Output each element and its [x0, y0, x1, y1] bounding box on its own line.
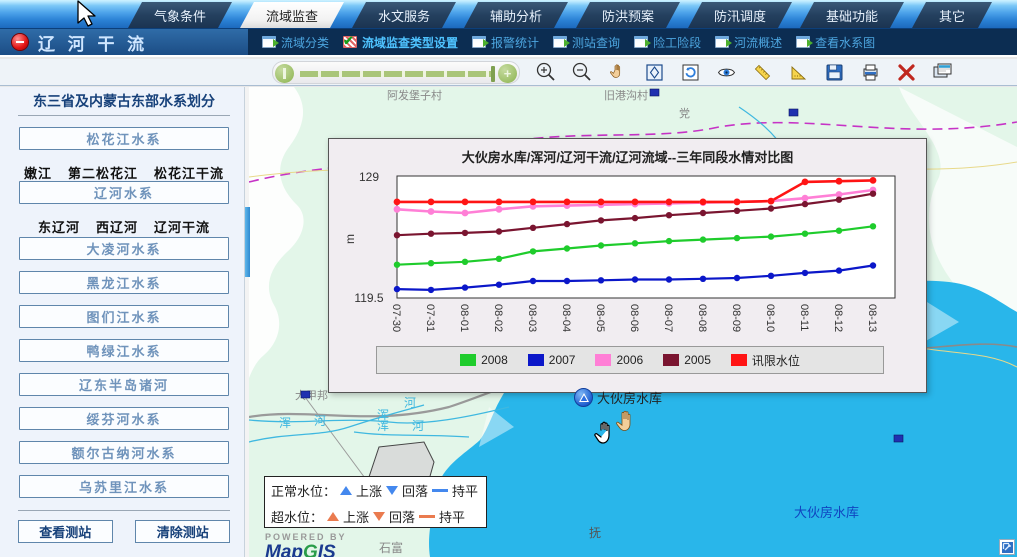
svg-text:大伙房水库: 大伙房水库: [794, 505, 859, 520]
svg-text:抚: 抚: [589, 526, 601, 540]
svg-text:河: 河: [314, 414, 326, 428]
svg-text:08-10: 08-10: [764, 304, 776, 332]
svg-text:08-06: 08-06: [628, 304, 640, 332]
svg-text:08-07: 08-07: [662, 304, 674, 332]
svg-text:阿发堡子村: 阿发堡子村: [387, 88, 442, 102]
svg-text:08-03: 08-03: [526, 304, 538, 332]
svg-text:河: 河: [412, 419, 424, 433]
svg-text:浑: 浑: [279, 416, 291, 430]
svg-text:08-01: 08-01: [458, 304, 470, 332]
svg-text:大甲邦: 大甲邦: [295, 388, 328, 402]
svg-text:08-11: 08-11: [798, 304, 810, 331]
svg-text:08-12: 08-12: [832, 304, 844, 332]
svg-text:m: m: [343, 234, 357, 244]
svg-text:08-08: 08-08: [696, 304, 708, 332]
svg-text:129: 129: [359, 170, 379, 184]
svg-text:08-02: 08-02: [492, 304, 504, 332]
svg-text:党: 党: [679, 107, 690, 120]
svg-text:08-09: 08-09: [730, 304, 742, 332]
svg-text:08-05: 08-05: [594, 304, 606, 332]
svg-text:河: 河: [404, 396, 416, 410]
svg-text:07-30: 07-30: [390, 304, 402, 332]
svg-text:浑: 浑: [377, 419, 389, 433]
svg-text:07-31: 07-31: [424, 304, 436, 332]
svg-text:08-13: 08-13: [866, 304, 878, 332]
svg-text:旧港沟村: 旧港沟村: [604, 88, 648, 102]
svg-text:119.5: 119.5: [354, 291, 383, 305]
svg-text:石富: 石富: [379, 540, 403, 555]
svg-text:08-04: 08-04: [560, 304, 572, 332]
